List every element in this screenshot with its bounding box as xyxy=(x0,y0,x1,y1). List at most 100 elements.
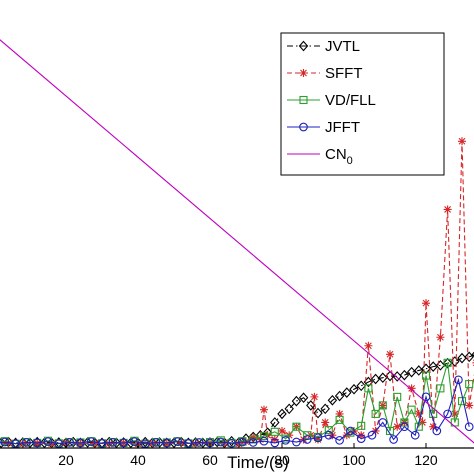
data-point xyxy=(292,437,301,447)
data-point xyxy=(277,408,287,420)
data-point xyxy=(436,384,445,393)
data-point xyxy=(410,430,420,440)
data-point xyxy=(454,375,463,385)
data-point xyxy=(464,351,474,363)
legend-label: JVTL xyxy=(325,38,360,55)
data-point xyxy=(422,299,430,308)
data-point xyxy=(335,415,344,424)
x-tick-label: 80 xyxy=(274,452,290,468)
data-point xyxy=(364,341,373,350)
data-point xyxy=(162,439,171,448)
x-tick-label: 60 xyxy=(202,452,218,468)
legend-entry: JFFT xyxy=(287,119,360,136)
data-point xyxy=(418,418,427,427)
data-point xyxy=(443,358,452,367)
legend-label: CN0 xyxy=(325,146,353,167)
data-point xyxy=(414,409,423,418)
data-point xyxy=(227,438,236,448)
data-point xyxy=(259,432,269,441)
data-point xyxy=(270,438,280,448)
legend-entries: JVTL SFFT VD/FLL JFFT CN0 xyxy=(287,38,376,167)
data-point xyxy=(357,421,366,430)
data-point xyxy=(281,435,290,445)
data-point xyxy=(458,137,466,146)
data-point xyxy=(364,384,373,393)
data-point xyxy=(86,437,96,446)
x-tick-label: 40 xyxy=(130,452,146,468)
data-point xyxy=(259,436,269,446)
data-point xyxy=(248,438,258,447)
legend-entry: VD/FLL xyxy=(287,92,376,109)
data-point xyxy=(465,380,474,389)
data-point xyxy=(327,394,338,406)
data-point xyxy=(356,380,366,392)
data-point xyxy=(310,392,319,401)
data-point xyxy=(76,439,85,448)
data-point xyxy=(260,405,268,414)
data-point xyxy=(97,438,107,448)
data-point xyxy=(443,205,452,214)
legend: JVTL SFFT VD/FLL JFFT CN0 xyxy=(280,32,445,176)
data-point xyxy=(313,407,323,419)
x-tick-label: 100 xyxy=(342,452,366,468)
data-point xyxy=(407,384,416,393)
series-line xyxy=(0,141,474,445)
data-point xyxy=(324,430,334,440)
data-point xyxy=(356,434,366,443)
data-point xyxy=(25,437,35,448)
legend-label: SFFT xyxy=(325,65,363,82)
data-point xyxy=(378,401,387,410)
data-point xyxy=(173,437,182,446)
data-point xyxy=(302,435,312,444)
legend-entry: SFFT xyxy=(287,65,363,82)
data-point xyxy=(450,409,459,418)
data-point xyxy=(68,436,78,448)
data-point xyxy=(43,437,53,446)
data-point xyxy=(0,437,10,447)
data-point xyxy=(400,422,409,432)
data-point xyxy=(162,438,172,448)
data-point xyxy=(349,383,359,395)
data-point xyxy=(130,437,139,446)
data-point xyxy=(278,426,286,435)
legend-marker xyxy=(299,95,308,105)
data-point xyxy=(393,392,402,401)
data-point xyxy=(386,350,394,359)
legend-entry: JVTL xyxy=(287,38,360,55)
data-point xyxy=(378,418,388,427)
data-point xyxy=(421,363,431,375)
data-point xyxy=(154,437,165,448)
data-point xyxy=(151,438,161,447)
legend-entry: CN0 xyxy=(287,146,353,167)
legend-label: JFFT xyxy=(325,119,360,136)
data-point xyxy=(198,437,208,448)
data-point xyxy=(303,431,312,440)
data-point xyxy=(291,395,302,407)
legend-box xyxy=(280,32,445,176)
data-point xyxy=(465,401,474,410)
data-point xyxy=(216,437,226,447)
legend-marker xyxy=(299,69,308,77)
x-tick-label: 20 xyxy=(58,452,74,468)
data-point xyxy=(421,392,431,402)
data-point xyxy=(432,426,442,436)
data-point xyxy=(238,437,247,447)
data-point xyxy=(119,438,128,448)
data-point xyxy=(32,438,42,448)
data-point xyxy=(65,438,74,447)
data-point xyxy=(367,430,377,440)
data-point xyxy=(407,405,416,414)
x-ticks: 20 40 60 80 100 120 xyxy=(58,443,438,468)
data-point xyxy=(298,392,309,404)
x-tick-label: 120 xyxy=(414,452,438,468)
data-point xyxy=(450,356,460,367)
data-point xyxy=(270,427,279,436)
data-point xyxy=(184,438,193,448)
data-point xyxy=(321,418,330,427)
data-point xyxy=(335,435,344,445)
data-point xyxy=(111,437,122,448)
data-point xyxy=(421,371,431,380)
data-point xyxy=(342,387,352,398)
legend-marker xyxy=(299,122,308,132)
